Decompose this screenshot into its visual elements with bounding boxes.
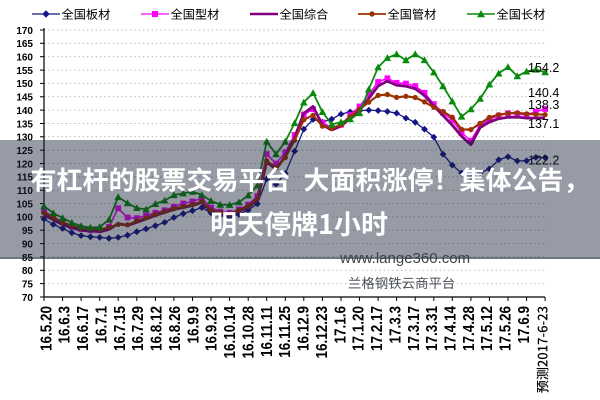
svg-text:16.11.11: 16.11.11 — [259, 306, 276, 357]
svg-text:16.9.23: 16.9.23 — [204, 306, 221, 351]
svg-text:16.7.1: 16.7.1 — [94, 306, 111, 343]
svg-text:17.1.20: 17.1.20 — [351, 306, 368, 351]
svg-text:165: 165 — [16, 39, 33, 50]
svg-text:122.2: 122.2 — [528, 154, 559, 168]
svg-text:16.9.9: 16.9.9 — [185, 306, 202, 343]
svg-text:138.3: 138.3 — [528, 98, 559, 112]
svg-text:137.1: 137.1 — [528, 117, 559, 131]
svg-text:16.5.20: 16.5.20 — [39, 306, 56, 351]
svg-text:17.3.3: 17.3.3 — [388, 306, 405, 343]
svg-text:110: 110 — [17, 186, 34, 197]
svg-text:145: 145 — [16, 93, 33, 104]
svg-text:16.7.29: 16.7.29 — [130, 306, 147, 351]
svg-text:16.11.25: 16.11.25 — [277, 306, 294, 358]
svg-text:125: 125 — [16, 146, 33, 157]
svg-text:170: 170 — [16, 26, 33, 37]
svg-text:17.3.31: 17.3.31 — [424, 306, 441, 351]
svg-text:17.5.26: 17.5.26 — [498, 306, 515, 351]
svg-text:130: 130 — [16, 133, 33, 144]
svg-text:16.6.3: 16.6.3 — [57, 306, 74, 343]
svg-text:17.4.14: 17.4.14 — [443, 306, 460, 351]
svg-text:75: 75 — [22, 279, 34, 290]
svg-text:115: 115 — [17, 173, 34, 184]
svg-text:135: 135 — [16, 119, 33, 130]
svg-text:17.1.6: 17.1.6 — [332, 306, 349, 343]
svg-text:16.8.12: 16.8.12 — [149, 306, 166, 351]
svg-text:105: 105 — [16, 199, 33, 210]
svg-text:16.6.17: 16.6.17 — [75, 306, 92, 351]
svg-text:154.2: 154.2 — [528, 61, 559, 75]
svg-text:17.4.28: 17.4.28 — [461, 306, 478, 351]
svg-text:140: 140 — [16, 106, 33, 117]
svg-text:16.7.15: 16.7.15 — [112, 306, 129, 351]
svg-text:90: 90 — [22, 239, 34, 250]
svg-text:17.2.17: 17.2.17 — [369, 306, 386, 351]
svg-text:16.8.26: 16.8.26 — [167, 306, 184, 351]
svg-text:70: 70 — [22, 293, 34, 304]
svg-text:160: 160 — [16, 53, 33, 64]
svg-text:16.10.14: 16.10.14 — [222, 306, 239, 359]
svg-text:16.10.28: 16.10.28 — [241, 306, 258, 359]
svg-text:120: 120 — [16, 159, 33, 170]
svg-text:155: 155 — [16, 66, 33, 77]
svg-text:17.5.12: 17.5.12 — [479, 306, 496, 351]
svg-text:140.4: 140.4 — [528, 86, 559, 100]
svg-text:150: 150 — [16, 79, 33, 90]
svg-text:80: 80 — [22, 266, 34, 277]
svg-text:100: 100 — [16, 213, 33, 224]
svg-text:95: 95 — [22, 226, 34, 237]
svg-text:17.3.17: 17.3.17 — [406, 306, 423, 351]
svg-text:17.6.9: 17.6.9 — [516, 306, 533, 343]
svg-text:16.12.9: 16.12.9 — [296, 306, 313, 351]
svg-text:85: 85 — [22, 253, 34, 264]
svg-text:www.lange360.com: www.lange360.com — [339, 250, 470, 267]
svg-text:16.12.23: 16.12.23 — [314, 306, 331, 359]
